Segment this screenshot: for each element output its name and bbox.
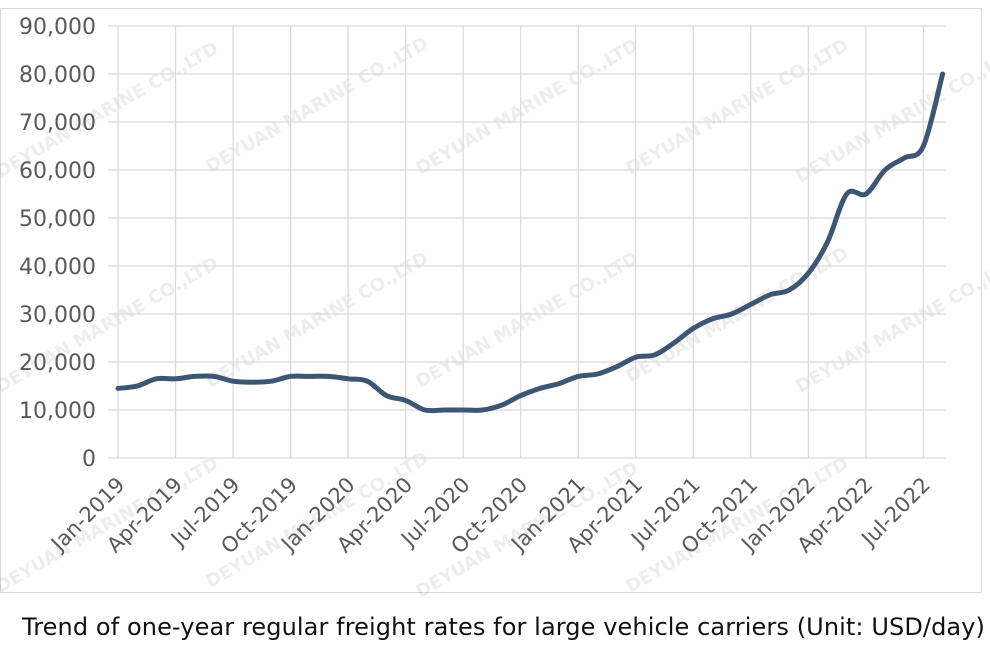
series-line — [115, 71, 946, 414]
watermark-text: DEYUAN MARINE CO.,LTD — [412, 35, 642, 180]
watermark-text: DEYUAN MARINE CO.,LTD — [202, 33, 432, 178]
gridlines — [108, 25, 946, 459]
y-tick-label: 60,000 — [19, 159, 96, 184]
y-tick-label: 80,000 — [19, 63, 96, 88]
y-tick-label: 30,000 — [19, 303, 96, 328]
y-tick-label: 70,000 — [19, 111, 96, 136]
y-tick-label: 40,000 — [19, 255, 96, 280]
y-tick-label: 90,000 — [19, 15, 96, 40]
y-tick-label: 20,000 — [19, 351, 96, 376]
y-tick-label: 50,000 — [19, 207, 96, 232]
y-axis-tick-labels: 0 10,000 20,000 30,000 40,000 50,000 60,000 70,… — [19, 15, 96, 472]
y-tick-label: 0 — [82, 447, 96, 472]
chart-caption: Trend of one-year regular freight rates … — [22, 613, 985, 641]
y-tick-label: 10,000 — [19, 399, 96, 424]
chart-frame — [0, 8, 982, 593]
series-layer — [115, 71, 946, 414]
watermark-text: DEYUAN MARINE CO.,LTD — [202, 248, 432, 393]
